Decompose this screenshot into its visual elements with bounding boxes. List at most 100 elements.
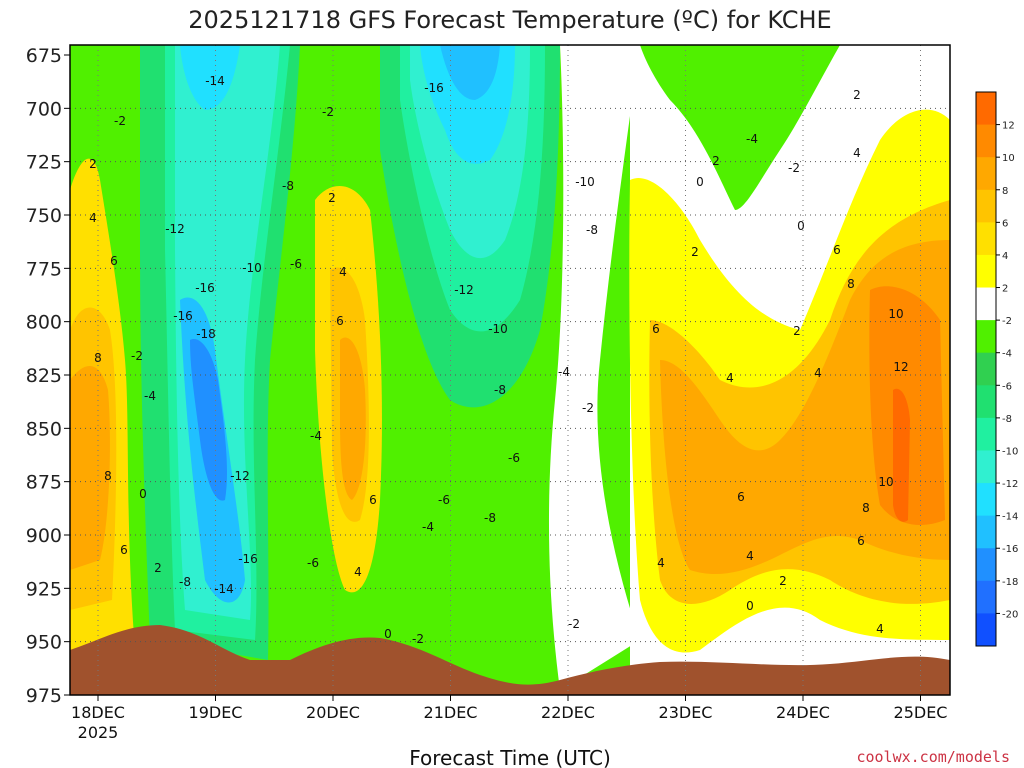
band-left-warm-peak (70, 366, 110, 570)
contour-label: 6 (369, 493, 377, 507)
colorbar-swatch (976, 613, 996, 647)
contour-label: -4 (310, 429, 322, 443)
contour-label: 10 (888, 307, 903, 321)
grid-lines (70, 45, 950, 695)
x-tick-label: 25DEC (894, 703, 948, 722)
x-tick-label: 21DEC (424, 703, 478, 722)
credit-text: coolwx.com/models (856, 748, 1010, 766)
contour-label: 6 (336, 314, 344, 328)
contour-label: 0 (746, 599, 754, 613)
contour-label: 6 (120, 543, 128, 557)
contour-label: 0 (384, 627, 392, 641)
band-freezing-white (548, 45, 640, 690)
contour-label: -8 (494, 383, 506, 397)
colorbar-swatch (976, 417, 996, 451)
contour-label: -2 (412, 632, 424, 646)
chart-title: 2025121718 GFS Forecast Temperature (ºC)… (188, 6, 831, 34)
x-tick-label: 23DEC (659, 703, 713, 722)
contour-label: 2 (853, 88, 861, 102)
colorbar-tick-label: -16 (1002, 544, 1018, 555)
contour-label: 4 (89, 211, 97, 225)
colorbar-swatch (976, 548, 996, 582)
colorbar-tick-label: 8 (1002, 186, 1008, 197)
x-tick-label: 22DEC (541, 703, 595, 722)
contour-label: -16 (195, 281, 215, 295)
colorbar-swatch (976, 385, 996, 419)
contour-label: 2 (793, 324, 801, 338)
contour-label: -2 (568, 617, 580, 631)
contour-label: -12 (230, 469, 250, 483)
contour-label: 6 (652, 322, 660, 336)
contour-label: 4 (853, 146, 861, 160)
colorbar-tick-label: 12 (1002, 121, 1015, 132)
contour-label: 4 (746, 549, 754, 563)
contour-label: -12 (454, 283, 474, 297)
y-axis: 675 700 725 750 775 800 825 850 875 900 925 950 975 (26, 45, 70, 707)
contour-label: 4 (354, 565, 362, 579)
colorbar-swatch (976, 450, 996, 484)
colorbar-tick-label: -10 (1002, 446, 1018, 457)
colorbar-swatch (976, 157, 996, 191)
x-tick-label: 18DEC (71, 703, 125, 722)
colorbar-swatch (976, 515, 996, 549)
contour-label: 8 (862, 501, 870, 515)
contour-label: -4 (746, 132, 758, 146)
contour-label: -8 (484, 511, 496, 525)
contour-label: 6 (737, 490, 745, 504)
y-tick-label: 750 (26, 205, 62, 227)
y-tick-label: 725 (26, 152, 62, 174)
contour-label: 6 (857, 534, 865, 548)
colorbar-tick-label: 4 (1002, 251, 1008, 262)
contour-label: -16 (238, 552, 258, 566)
colorbar-frame (975, 91, 997, 647)
contour-label: -8 (586, 223, 598, 237)
x-axis-label: Forecast Time (UTC) (409, 746, 611, 768)
plot-frame (69, 44, 951, 696)
contour-label: 2 (89, 157, 97, 171)
contour-label: -14 (205, 74, 225, 88)
colorbar-tick-label: 2 (1002, 284, 1008, 295)
contour-label: -6 (307, 556, 319, 570)
contour-label: 4 (876, 622, 884, 636)
y-tick-label: 875 (26, 472, 62, 494)
y-tick-label: 975 (26, 685, 62, 707)
temperature-field (70, 45, 950, 695)
colorbar: 12 10 8 6 4 2 -2 -4 -6 -8 -10 -12 -14 -16 -18 -20 (975, 91, 1018, 647)
contour-label: 8 (104, 469, 112, 483)
contour-label: 2 (712, 154, 720, 168)
y-tick-label: 800 (26, 312, 62, 334)
contour-label: 12 (893, 360, 908, 374)
contour-label: 4 (657, 556, 665, 570)
y-tick-label: 950 (26, 632, 62, 654)
x-tick-label: 19DEC (189, 703, 243, 722)
contour-label: 6 (110, 254, 118, 268)
contour-label: 0 (696, 175, 704, 189)
colorbar-swatch (976, 189, 996, 223)
colorbar-swatch (976, 254, 996, 289)
y-tick-label: 825 (26, 365, 62, 387)
contour-label: 2 (154, 561, 162, 575)
y-tick-label: 775 (26, 258, 62, 280)
colorbar-tick-label: -4 (1002, 349, 1012, 360)
band-right-top-green (640, 45, 840, 210)
contour-label: -10 (488, 322, 508, 336)
colorbar-swatch (976, 124, 996, 158)
contour-label: 0 (139, 487, 147, 501)
contour-label: 8 (847, 277, 855, 291)
y-tick-label: 850 (26, 418, 62, 440)
colorbar-swatch (976, 92, 996, 126)
y-tick-label: 675 (26, 45, 62, 67)
contour-label: -2 (131, 349, 143, 363)
contour-label: -2 (322, 105, 334, 119)
colorbar-tick-label: 10 (1002, 153, 1015, 164)
contour-label: 4 (726, 371, 734, 385)
contour-label: 2 (328, 191, 336, 205)
colorbar-swatch (976, 483, 996, 517)
band-right-warm-peak (893, 388, 910, 522)
colorbar-swatch (976, 222, 996, 256)
x-tick-label: 20DEC (306, 703, 360, 722)
colorbar-tick-label: 6 (1002, 218, 1008, 229)
contour-label: -4 (422, 520, 434, 534)
colorbar-tick-label: -14 (1002, 512, 1018, 523)
